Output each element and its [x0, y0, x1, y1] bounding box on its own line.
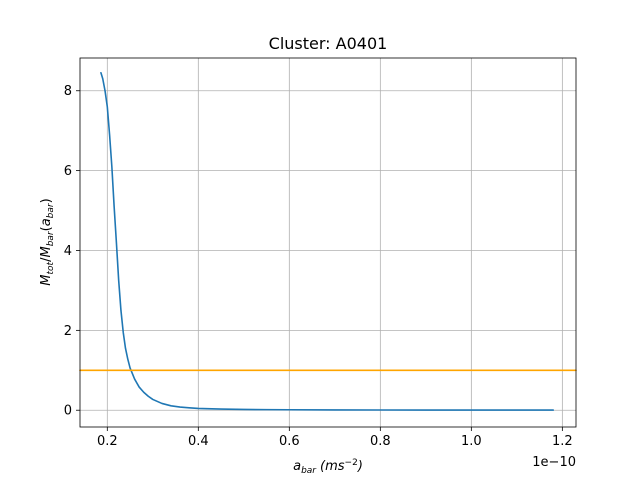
plot-frame: [79, 57, 577, 428]
x-tick-label-4: 1.0: [461, 434, 482, 449]
series-layer: [79, 71, 577, 411]
x-tick-label-0: 0.2: [97, 434, 118, 449]
x-tick-label-2: 0.6: [279, 434, 300, 449]
x-axis-label-unit-exp: −2: [345, 458, 358, 468]
series-line-0: [100, 71, 555, 411]
y-axis-label: Mtot/Mbar(abar): [39, 198, 56, 285]
x-axis-label-sub: bar: [301, 466, 317, 476]
x-axis-label-unit-close: ): [357, 459, 363, 474]
x-axis-label-main: a: [293, 459, 301, 474]
y-tick-label-1: 2: [64, 324, 72, 339]
x-axis-label: abar (ms−2): [293, 458, 363, 476]
x-axis-label-unit: (ms: [320, 459, 345, 474]
x-tick-label-5: 1.2: [552, 434, 573, 449]
y-tick-label-3: 6: [64, 164, 72, 179]
x-tick-label-1: 0.4: [188, 434, 209, 449]
x-tick-label-3: 0.8: [370, 434, 391, 449]
grid: [80, 58, 576, 427]
x-offset-label: 1e−10: [532, 455, 576, 470]
ticks: 0.2 0.4 0.6 0.8 1.0 1.2 0 2 4 6 8: [64, 84, 573, 449]
y-tick-label-2: 4: [64, 244, 72, 259]
y-tick-label-0: 0: [64, 404, 72, 419]
chart-title: Cluster: A0401: [269, 34, 388, 53]
y-tick-label-4: 8: [64, 84, 72, 99]
